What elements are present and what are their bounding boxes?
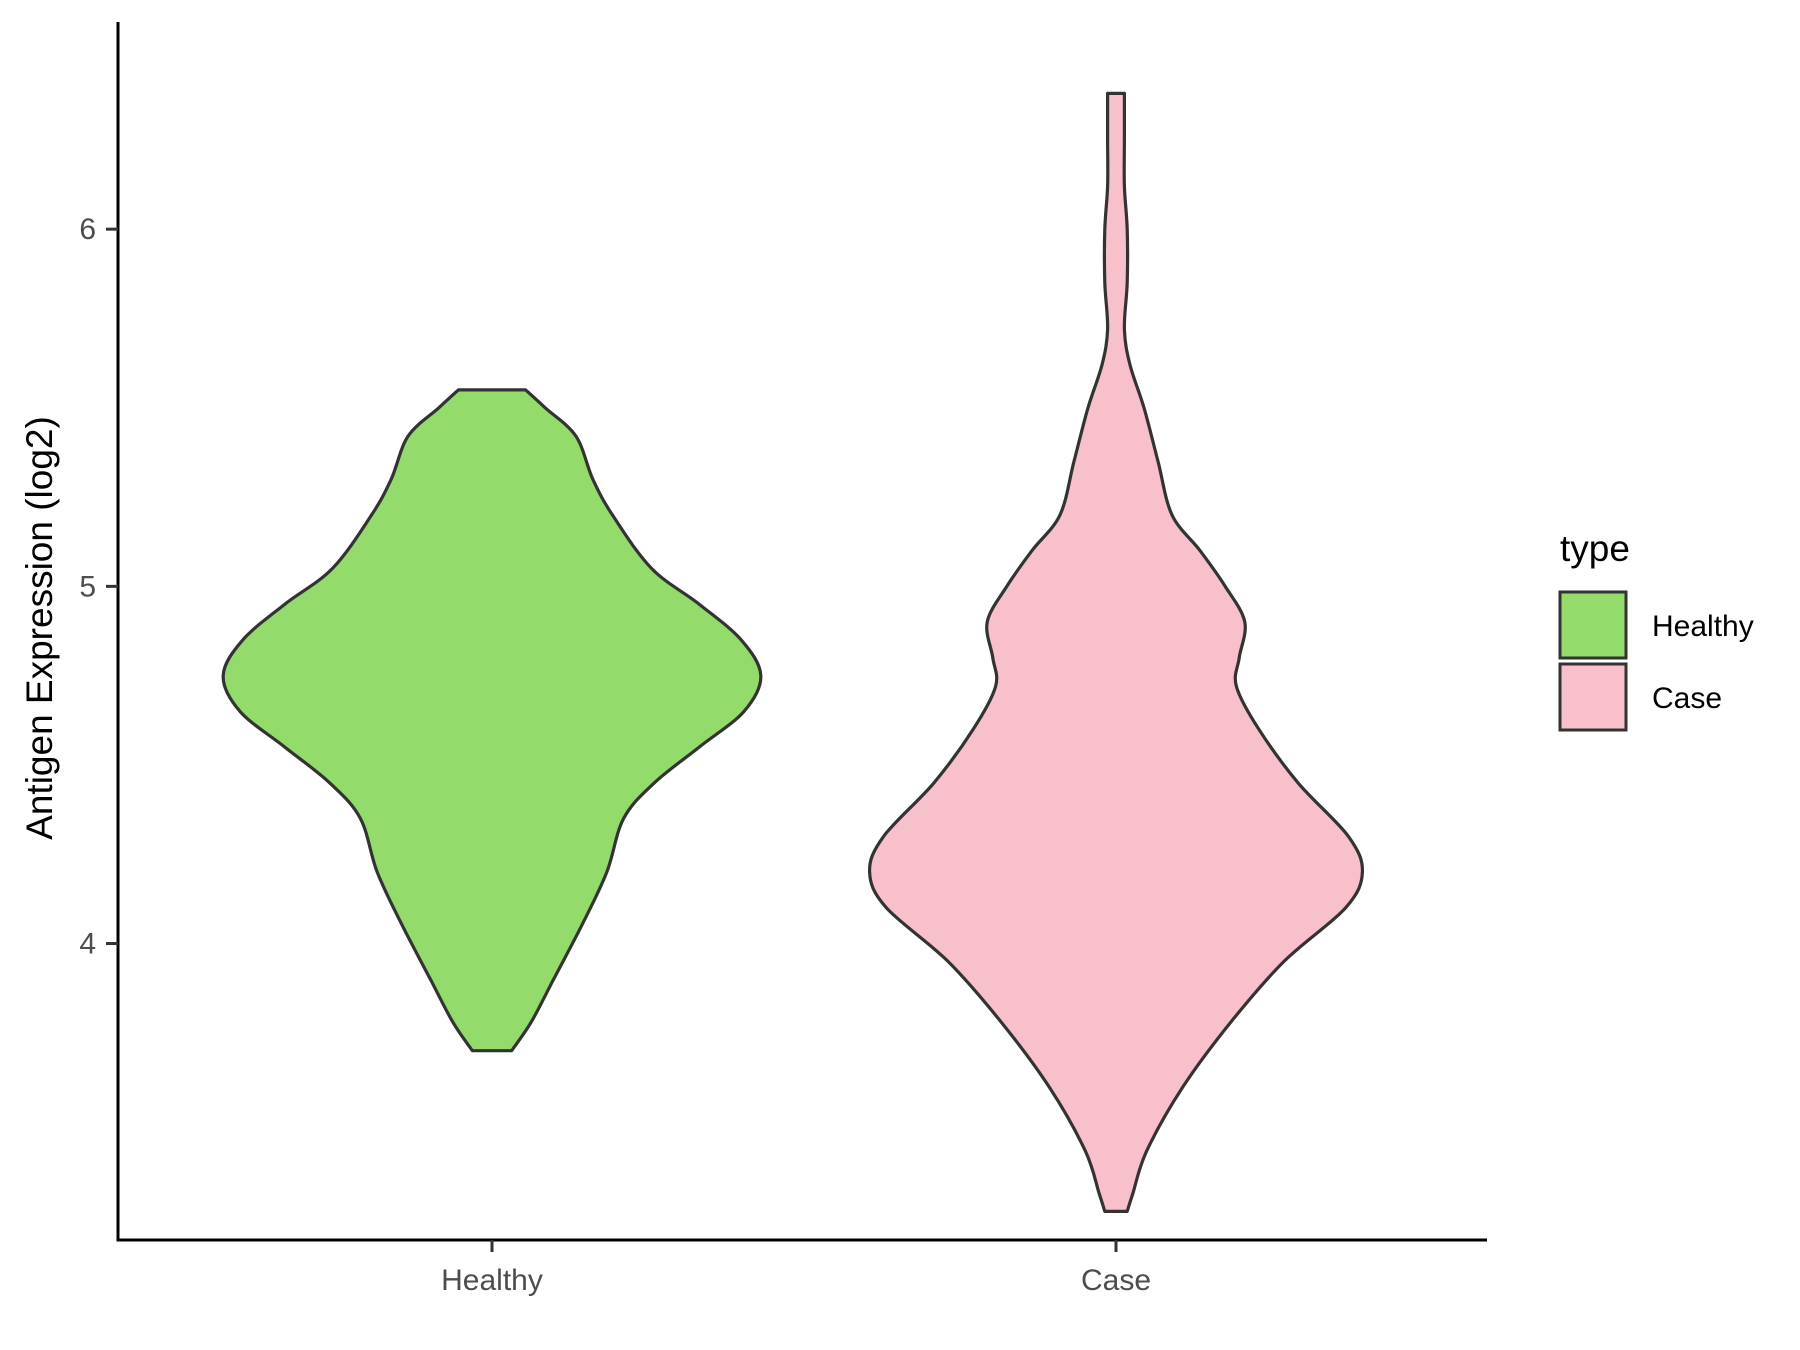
legend-swatch-healthy (1558, 590, 1628, 660)
y-axis-title: Antigen Expression (log2) (19, 416, 60, 840)
legend-label-healthy: Healthy (1652, 610, 1754, 643)
legend-title: type (1560, 528, 1630, 569)
violin-case (867, 91, 1365, 1213)
y-tick-label: 5 (79, 570, 96, 603)
y-axis-ticks: 4 5 6 (79, 213, 118, 961)
violin-healthy (221, 388, 763, 1053)
y-tick-label: 4 (79, 928, 96, 961)
x-tick-label: Healthy (441, 1264, 543, 1297)
x-axis-ticks: Healthy Case (441, 1240, 1151, 1297)
legend-swatch-case (1558, 662, 1628, 732)
x-tick-label: Case (1081, 1264, 1151, 1297)
y-tick-label: 6 (79, 213, 96, 246)
legend-label-case: Case (1652, 682, 1722, 715)
violins-layer (221, 91, 1365, 1213)
legend-items: Healthy Case (1558, 590, 1754, 732)
legend: type Healthy Case (1558, 528, 1754, 732)
